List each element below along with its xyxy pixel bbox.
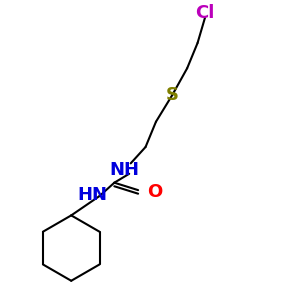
Text: O: O — [148, 183, 163, 201]
Text: HN: HN — [77, 186, 107, 204]
Text: NH: NH — [110, 161, 140, 179]
Text: Cl: Cl — [195, 4, 215, 22]
Text: S: S — [166, 86, 179, 104]
